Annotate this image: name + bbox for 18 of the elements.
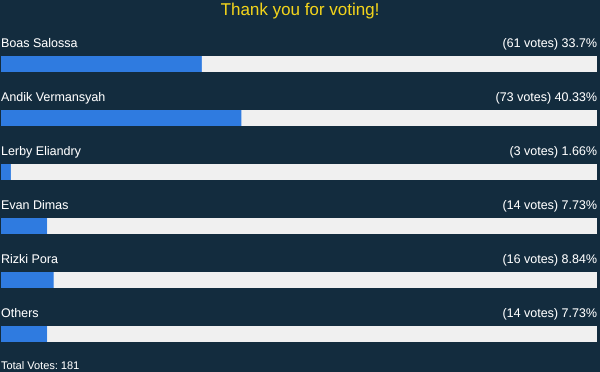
bar (1, 164, 11, 180)
y-tick-label: Rizki Pora (1, 252, 58, 266)
chart-title: Thank you for voting! (220, 0, 380, 20)
bar (1, 326, 48, 342)
y-tick-label: Boas Salossa (1, 36, 78, 50)
y-tick-label: Evan Dimas (1, 198, 68, 212)
y-tick-label: Andik Vermansyah (1, 90, 106, 104)
data-label: (3 votes) 1.66% (509, 144, 597, 158)
data-label: (16 votes) 8.84% (502, 252, 597, 266)
y-tick-label: Others (1, 306, 39, 320)
data-label: (61 votes) 33.7% (502, 36, 597, 50)
y-tick-label: Lerby Eliandry (1, 144, 82, 158)
data-label: (14 votes) 7.73% (502, 306, 597, 320)
annotation: Total Votes: 181 (1, 360, 80, 372)
bar (1, 218, 48, 234)
data-label: (73 votes) 40.33% (496, 90, 597, 104)
data-label: (14 votes) 7.73% (502, 198, 597, 212)
bar (1, 272, 54, 288)
